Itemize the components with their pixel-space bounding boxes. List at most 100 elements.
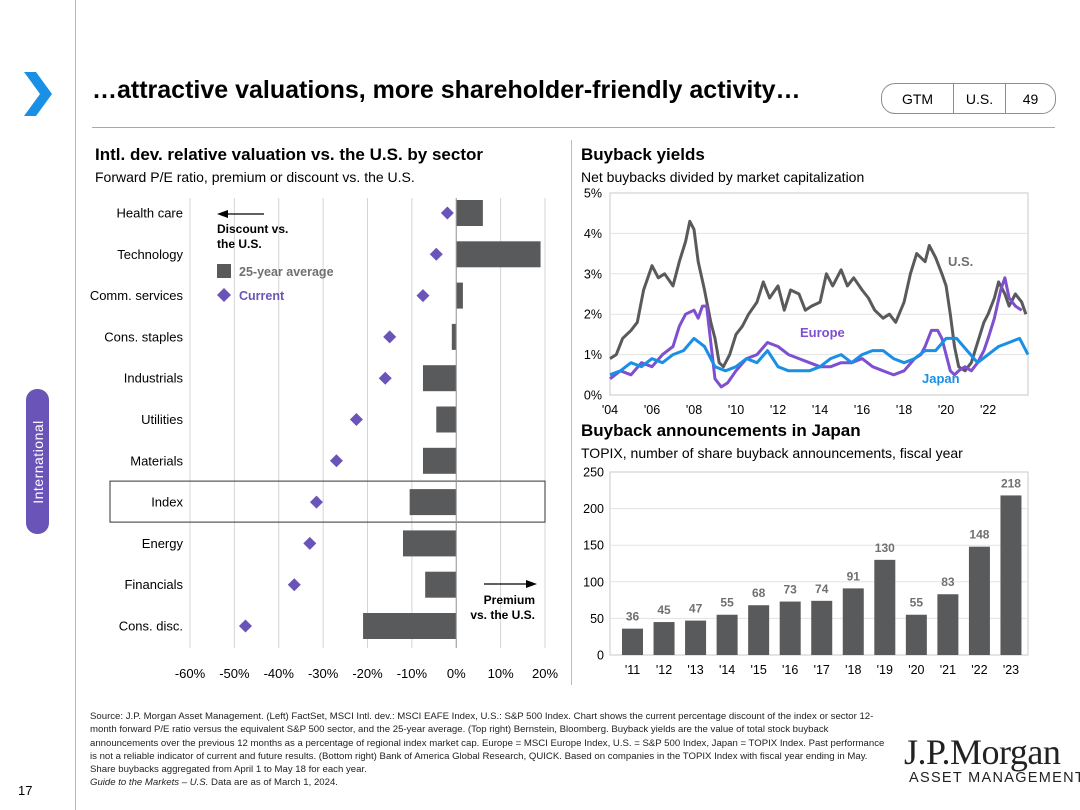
chevron-right-icon (24, 72, 52, 116)
europe-series-line (609, 276, 1023, 389)
diamond-current (238, 619, 252, 633)
valuation-chart-subtitle: Forward P/E ratio, premium or discount v… (95, 169, 415, 185)
bar-value-label: 74 (815, 582, 829, 596)
y-tick-label: 5% (584, 187, 602, 201)
premium-arrow-head (526, 580, 537, 588)
sector-label: Materials (130, 453, 183, 468)
sector-label: Cons. staples (104, 329, 183, 344)
x-tick-label: '12 (656, 663, 672, 677)
bar-25yr-average (451, 323, 457, 350)
x-tick-label: '14 (719, 663, 735, 677)
diamond-current (287, 578, 301, 592)
y-tick-label: 0 (597, 649, 604, 663)
y-tick-label: 250 (583, 466, 604, 480)
x-tick-label: '22 (971, 663, 987, 677)
sector-label: Technology (117, 247, 183, 262)
x-tick-label: '14 (812, 403, 828, 417)
x-tick-label: '19 (877, 663, 893, 677)
europe-series-label: Europe (800, 325, 845, 340)
x-tick-label: '20 (908, 663, 924, 677)
x-tick-label: -10% (397, 666, 428, 681)
y-tick-label: 1% (584, 348, 602, 362)
x-tick-label: '18 (845, 663, 861, 677)
section-tab-international[interactable]: International (26, 389, 49, 534)
bar-25yr-average (456, 241, 541, 268)
premium-label: Premium (484, 593, 535, 607)
bar-value-label: 55 (720, 596, 734, 610)
bar-25yr-average (409, 489, 457, 516)
bar-value-label: 83 (941, 575, 955, 589)
bar-value-label: 148 (969, 528, 989, 542)
x-tick-label: 0% (447, 666, 466, 681)
x-tick-label: '22 (980, 403, 996, 417)
y-tick-label: 50 (590, 612, 604, 626)
legend-label-average: 25-year average (239, 265, 334, 279)
y-tick-label: 4% (584, 227, 602, 241)
x-tick-label: 10% (488, 666, 514, 681)
bar-value-label: 36 (626, 610, 640, 624)
valuation-chart: -60% -50% -40% -30% -20% -10% 0% 10% 20% Health c… (90, 198, 558, 681)
bar-value-label: 73 (784, 583, 798, 597)
badge-page: 49 (1005, 84, 1055, 113)
announcement-bar (653, 622, 675, 655)
bar-25yr-average (422, 447, 457, 474)
x-tick-label: '16 (854, 403, 870, 417)
jpmorgan-logo: J.P.Morgan (904, 732, 1061, 772)
sector-label: Health care (117, 206, 183, 221)
index-highlight-box (109, 480, 546, 523)
diamond-current (349, 413, 363, 426)
announcement-bar (937, 594, 959, 655)
bar-25yr-average (436, 406, 457, 433)
announcement-bar (1000, 495, 1022, 655)
x-tick-label: '15 (751, 663, 767, 677)
footnote-guide: Guide to the Markets – U.S. (90, 777, 209, 789)
buyback-yields-subtitle: Net buybacks divided by market capitaliz… (581, 169, 865, 185)
y-tick-label: 0% (584, 389, 602, 403)
jpmorgan-logo-subtitle: ASSET MANAGEMENT (909, 770, 1080, 786)
x-tick-label: '20 (938, 403, 954, 417)
sector-label: Energy (142, 536, 184, 551)
announcement-bar (716, 614, 738, 655)
x-tick-label: '21 (940, 663, 956, 677)
discount-label: Discount vs. (217, 222, 288, 236)
bar-value-label: 91 (847, 569, 861, 583)
announcement-bar (811, 600, 833, 655)
x-tick-label: '18 (896, 403, 912, 417)
bar-value-label: 45 (657, 603, 671, 617)
us-series-line (609, 219, 1028, 373)
x-tick-label: -60% (175, 666, 206, 681)
premium-label: vs. the U.S. (470, 608, 535, 622)
bar-25yr-average (456, 200, 483, 226)
x-tick-label: '16 (782, 663, 798, 677)
page-title: …attractive valuations, more shareholder… (92, 76, 801, 104)
x-tick-label: '17 (814, 663, 830, 677)
discount-label: the U.S. (217, 237, 262, 251)
sector-label: Industrials (124, 371, 184, 386)
x-tick-label: -40% (264, 666, 295, 681)
column-divider (571, 140, 572, 685)
us-series-label: U.S. (948, 254, 973, 269)
bar-value-label: 55 (910, 596, 924, 610)
y-tick-label: 3% (584, 267, 602, 281)
diamond-current (329, 454, 343, 468)
diamond-current (416, 289, 430, 303)
discount-arrow-head (217, 210, 228, 218)
announcement-bar (748, 605, 770, 655)
footnote-date: Data are as of March 1, 2024. (208, 777, 338, 789)
x-tick-label: -50% (219, 666, 250, 681)
bar-25yr-average (363, 613, 457, 639)
bar-value-label: 130 (875, 541, 895, 555)
announcement-bar (685, 620, 707, 655)
diamond-current (378, 371, 392, 385)
diamond-current (309, 495, 323, 509)
title-divider (92, 127, 1055, 128)
x-tick-label: '23 (1003, 663, 1019, 677)
x-tick-label: '13 (687, 663, 703, 677)
x-tick-label: '10 (728, 403, 744, 417)
source-footnote: Source: J.P. Morgan Asset Management. (L… (90, 710, 890, 790)
y-tick-label: 100 (583, 575, 604, 589)
x-tick-label: 20% (532, 666, 558, 681)
announcement-bar (874, 559, 896, 655)
badge-region: U.S. (953, 84, 1005, 113)
japan-announcements-subtitle: TOPIX, number of share buyback announcem… (581, 445, 963, 461)
